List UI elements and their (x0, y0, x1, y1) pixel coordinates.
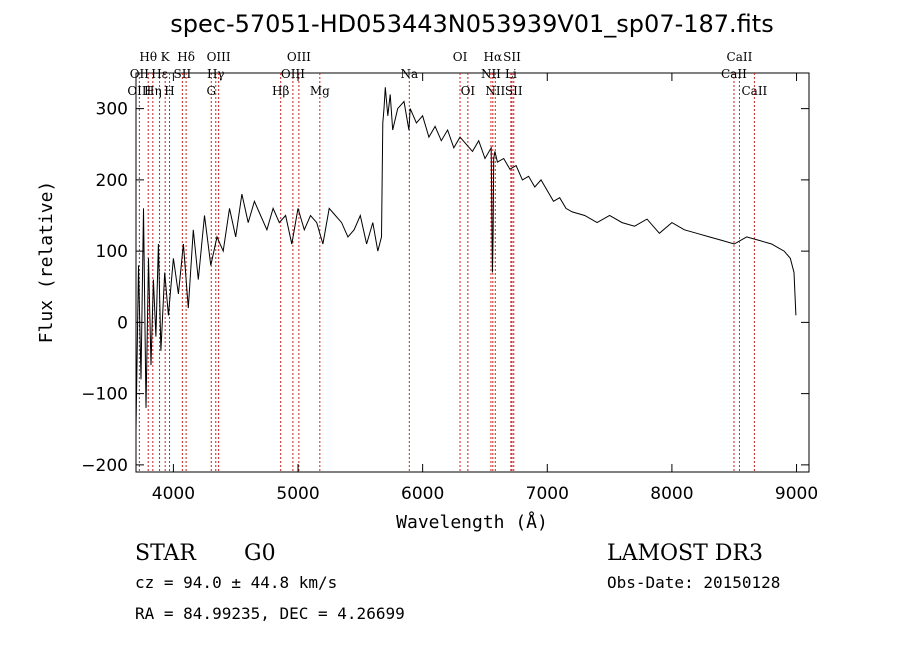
object-class: STAR (135, 541, 197, 566)
coordinates: RA = 84.99235, DEC = 4.26699 (135, 604, 405, 623)
emission-line-label: CaII (741, 84, 767, 98)
x-tick-label: 9000 (775, 484, 818, 504)
emission-line-label: Hδ (177, 50, 195, 64)
emission-line-label: OIII (207, 50, 231, 64)
x-tick-label: 6000 (401, 484, 444, 504)
emission-line-label: H (164, 84, 174, 98)
emission-line-label: OI (453, 50, 468, 64)
x-tick-label: 8000 (650, 484, 693, 504)
x-tick-label: 7000 (526, 484, 569, 504)
emission-line-label: Hβ (272, 84, 289, 98)
observation-date: Obs-Date: 20150128 (607, 573, 780, 592)
emission-line-label: Hε (151, 67, 168, 81)
spectrum-series-line (135, 87, 797, 430)
emission-line-label: Li (505, 67, 517, 81)
emission-line-label: Hα (484, 50, 503, 64)
y-tick-label: 100 (96, 242, 128, 262)
emission-line-label: OIII (287, 50, 311, 64)
y-axis-label: Flux (relative) (36, 181, 57, 344)
y-tick-label: 0 (117, 313, 128, 333)
chart-title: spec-57051-HD053443N053939V01_sp07-187.f… (170, 10, 773, 38)
emission-line-label: OIII (127, 84, 151, 98)
emission-line-label: CaII (721, 67, 747, 81)
y-tick-label: −100 (81, 385, 128, 405)
object-subclass: G0 (244, 541, 276, 566)
y-tick-label: 200 (96, 171, 128, 191)
emission-line-label: OIII (281, 67, 305, 81)
y-tick-label: −200 (81, 456, 128, 476)
emission-line-label: SII (503, 50, 521, 64)
emission-line-markers (138, 73, 755, 472)
y-axis-ticks: −200 −100 0 100 200 300 (81, 100, 809, 476)
emission-line-label: OII (130, 67, 150, 81)
survey-name: LAMOST DR3 (607, 541, 763, 566)
x-axis-ticks: 4000 5000 6000 7000 8000 9000 (152, 73, 818, 504)
emission-line-label: NII (485, 84, 505, 98)
plot-frame (135, 72, 810, 473)
emission-line-label: Na (400, 67, 418, 81)
y-tick-label: 300 (96, 100, 128, 120)
emission-line-label: Mg (310, 84, 330, 98)
emission-line-label: CaII (727, 50, 753, 64)
emission-line-label: K (161, 50, 171, 64)
emission-line-label: NII (481, 67, 501, 81)
emission-line-label: SII (505, 84, 523, 98)
emission-line-label: OI (461, 84, 476, 98)
emission-line-label: G (206, 84, 216, 98)
redshift-velocity: cz = 94.0 ± 44.8 km/s (135, 573, 337, 592)
x-axis-label: Wavelength (Å) (396, 511, 548, 533)
emission-line-label: Hθ (139, 50, 157, 64)
emission-line-label: SII (174, 67, 192, 81)
emission-line-label: Hη (144, 84, 162, 98)
emission-line-label: Hγ (207, 67, 225, 81)
x-tick-label: 4000 (152, 484, 195, 504)
x-tick-label: 5000 (276, 484, 319, 504)
